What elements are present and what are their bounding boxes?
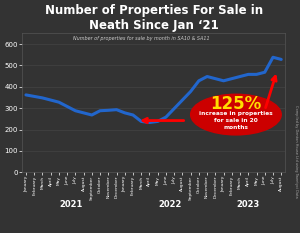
- Text: 2023: 2023: [237, 200, 260, 209]
- Text: 125%: 125%: [210, 95, 262, 113]
- Text: Compiled by Denton House Ltd using Twentyci Data: Compiled by Denton House Ltd using Twent…: [293, 105, 298, 198]
- Text: 2022: 2022: [158, 200, 182, 209]
- Text: increase in properties
for sale in 20
months: increase in properties for sale in 20 mo…: [199, 111, 273, 130]
- Text: 2021: 2021: [60, 200, 83, 209]
- Text: Number of properties for sale by month in SA10 & SA11: Number of properties for sale by month i…: [73, 36, 209, 41]
- Title: Number of Properties For Sale in
Neath Since Jan ‘21: Number of Properties For Sale in Neath S…: [44, 4, 262, 32]
- Ellipse shape: [190, 94, 281, 135]
